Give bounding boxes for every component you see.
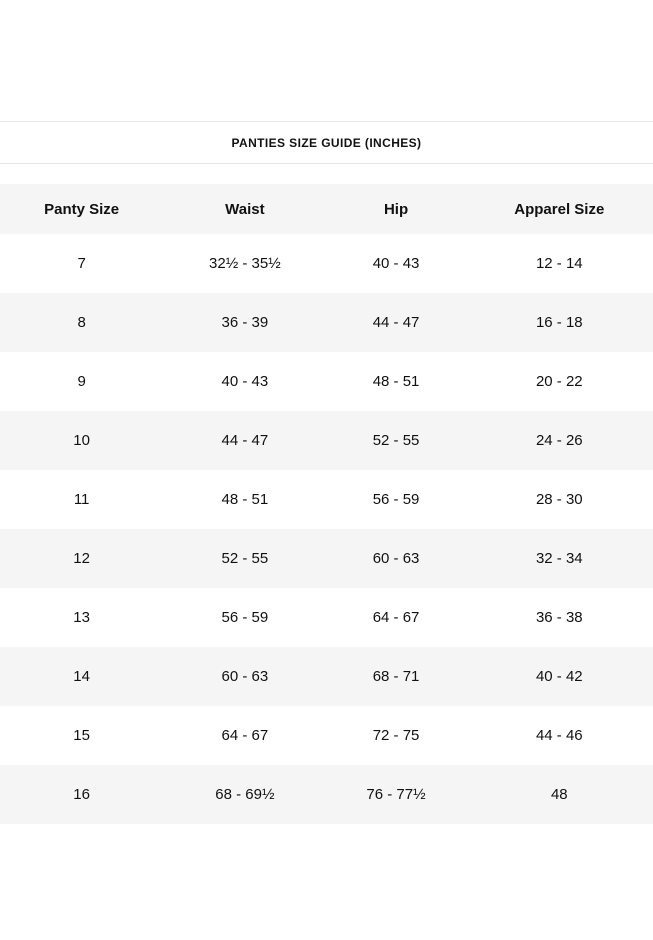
table-row: 15 64 - 67 72 - 75 44 - 46 bbox=[0, 706, 653, 765]
cell-hip: 48 - 51 bbox=[372, 373, 420, 390]
size-guide-title: PANTIES SIZE GUIDE (INCHES) bbox=[231, 135, 422, 150]
cell-waist: 44 - 47 bbox=[163, 411, 327, 470]
cell-apparel-size: 48 bbox=[465, 765, 653, 824]
table-row: 16 68 - 69½ 76 - 77½ 48 bbox=[0, 765, 653, 824]
cell-panty-size: 15 bbox=[73, 727, 90, 744]
cell-apparel-size: 40 - 42 bbox=[465, 647, 653, 706]
cell-hip: 52 - 55 bbox=[326, 411, 466, 470]
table-row: 11 48 - 51 56 - 59 28 - 30 bbox=[0, 470, 653, 529]
cell-waist: 40 - 43 bbox=[221, 373, 269, 390]
table-row: 9 40 - 43 48 - 51 20 - 22 bbox=[0, 352, 653, 411]
column-header-apparel-size: Apparel Size bbox=[465, 184, 653, 234]
cell-hip: 64 - 67 bbox=[372, 609, 420, 626]
cell-panty-size: 8 bbox=[0, 293, 164, 352]
table-header-row: Panty Size Waist Hip Apparel Size bbox=[0, 184, 653, 234]
table-row: 12 52 - 55 60 - 63 32 - 34 bbox=[0, 529, 653, 588]
column-header-waist: Waist bbox=[163, 184, 327, 234]
size-guide-page: PANTIES SIZE GUIDE (INCHES) Panty Size W… bbox=[0, 0, 653, 824]
cell-apparel-size: 12 - 14 bbox=[535, 255, 583, 272]
cell-waist: 60 - 63 bbox=[163, 647, 327, 706]
cell-apparel-size: 36 - 38 bbox=[535, 609, 583, 626]
cell-hip: 76 - 77½ bbox=[326, 765, 466, 824]
cell-apparel-size: 16 - 18 bbox=[465, 293, 653, 352]
cell-waist: 52 - 55 bbox=[163, 529, 327, 588]
cell-apparel-size: 24 - 26 bbox=[465, 411, 653, 470]
size-guide-table: Panty Size Waist Hip Apparel Size 7 32½ … bbox=[0, 184, 653, 824]
cell-waist: 48 - 51 bbox=[221, 491, 269, 508]
size-guide-title-bar: PANTIES SIZE GUIDE (INCHES) bbox=[0, 121, 653, 164]
table-row: 7 32½ - 35½ 40 - 43 12 - 14 bbox=[0, 234, 653, 293]
cell-hip: 40 - 43 bbox=[372, 255, 420, 272]
table-row: 14 60 - 63 68 - 71 40 - 42 bbox=[0, 647, 653, 706]
cell-panty-size: 12 bbox=[0, 529, 164, 588]
column-header-hip: Hip bbox=[326, 184, 466, 234]
cell-waist: 64 - 67 bbox=[221, 727, 269, 744]
cell-panty-size: 11 bbox=[73, 491, 90, 508]
cell-panty-size: 16 bbox=[0, 765, 164, 824]
cell-hip: 44 - 47 bbox=[326, 293, 466, 352]
top-spacer bbox=[0, 0, 653, 121]
cell-hip: 60 - 63 bbox=[326, 529, 466, 588]
cell-panty-size: 10 bbox=[0, 411, 164, 470]
cell-waist: 32½ - 35½ bbox=[209, 255, 281, 272]
cell-apparel-size: 44 - 46 bbox=[535, 727, 583, 744]
cell-waist: 68 - 69½ bbox=[163, 765, 327, 824]
cell-panty-size: 14 bbox=[0, 647, 164, 706]
cell-panty-size: 13 bbox=[73, 609, 90, 626]
table-row: 8 36 - 39 44 - 47 16 - 18 bbox=[0, 293, 653, 352]
cell-waist: 56 - 59 bbox=[221, 609, 269, 626]
column-header-panty-size: Panty Size bbox=[0, 184, 164, 234]
cell-panty-size: 7 bbox=[77, 255, 86, 272]
cell-apparel-size: 28 - 30 bbox=[535, 491, 583, 508]
title-table-gap bbox=[0, 164, 653, 184]
cell-panty-size: 9 bbox=[77, 373, 86, 390]
table-row: 13 56 - 59 64 - 67 36 - 38 bbox=[0, 588, 653, 647]
table-row: 10 44 - 47 52 - 55 24 - 26 bbox=[0, 411, 653, 470]
cell-hip: 56 - 59 bbox=[372, 491, 420, 508]
cell-apparel-size: 32 - 34 bbox=[465, 529, 653, 588]
cell-hip: 72 - 75 bbox=[372, 727, 420, 744]
cell-hip: 68 - 71 bbox=[326, 647, 466, 706]
cell-waist: 36 - 39 bbox=[163, 293, 327, 352]
cell-apparel-size: 20 - 22 bbox=[535, 373, 583, 390]
